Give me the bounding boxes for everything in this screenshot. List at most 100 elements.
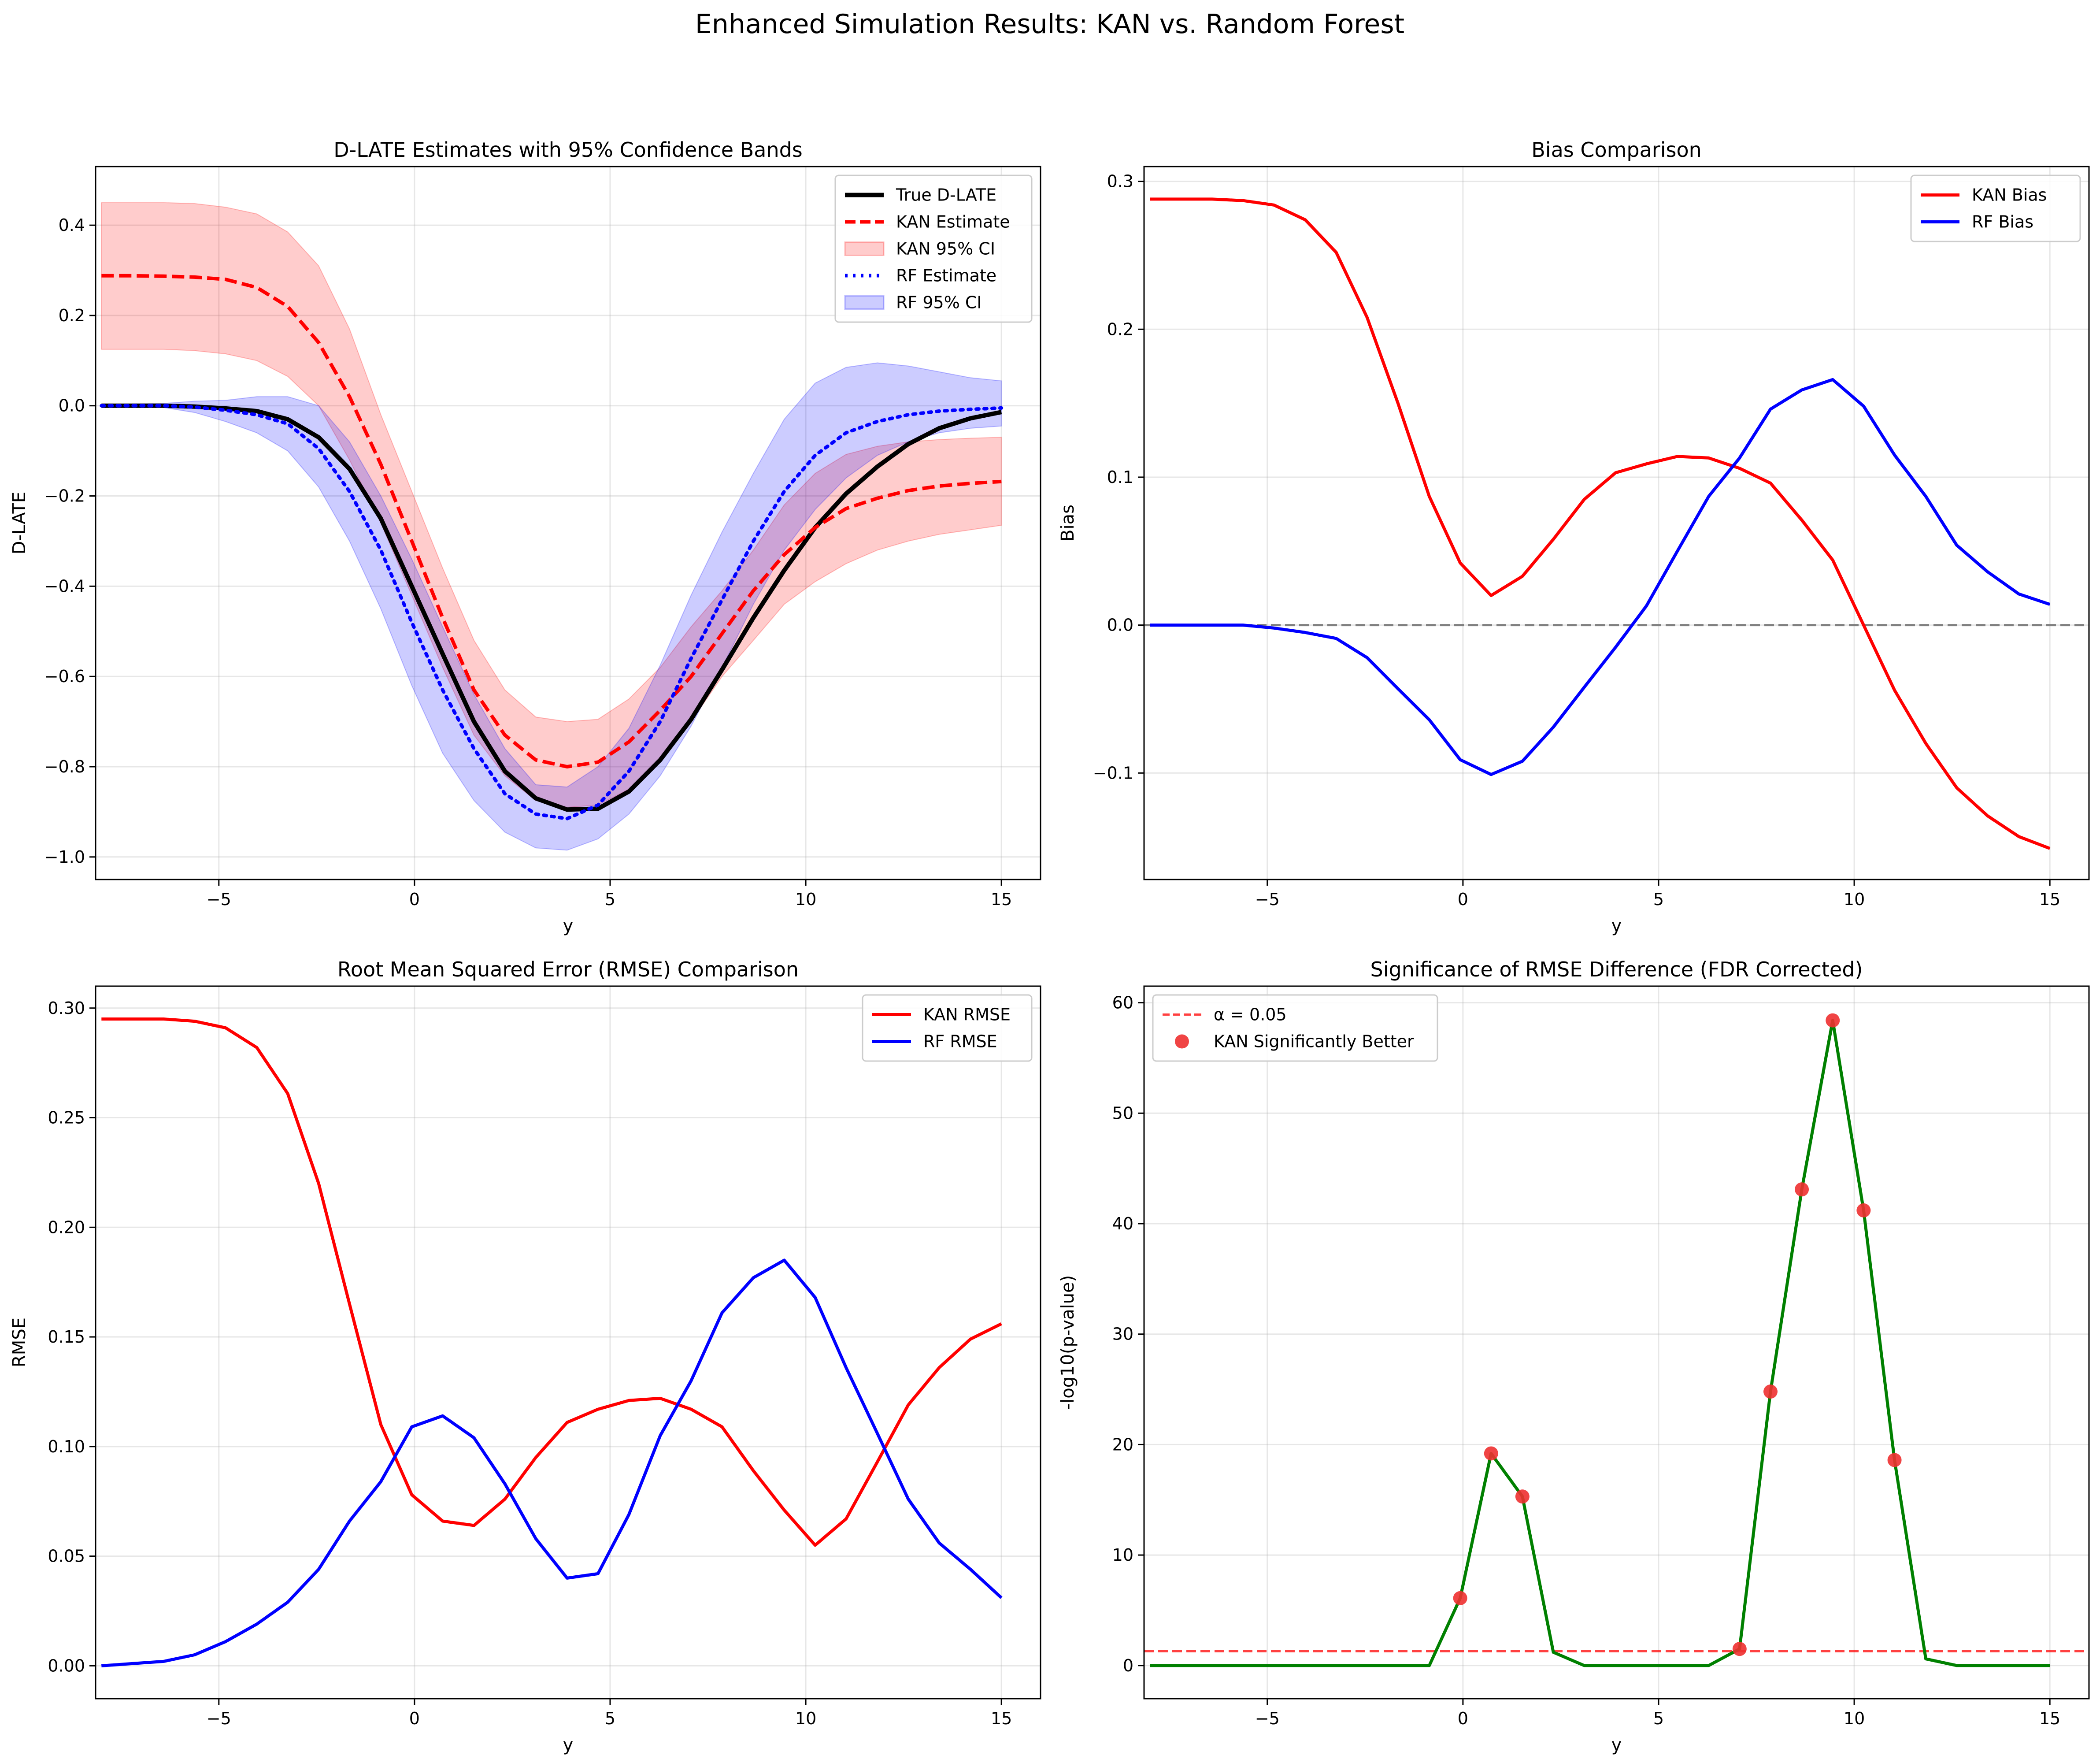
chart-title: Bias Comparison — [1531, 138, 1702, 162]
significant-point — [1826, 1013, 1840, 1028]
legend-label: RF RMSE — [923, 1032, 997, 1051]
x-tick-label: 15 — [991, 1709, 1012, 1728]
legend-label: KAN Bias — [1972, 186, 2047, 205]
legend-label: KAN RMSE — [923, 1005, 1011, 1024]
panel-bias: −5 0 5 10 15 −0.1 0.0 0.1 0.2 0.3 Bias Comparison y… — [1058, 138, 2090, 936]
y-tick-label: −0.1 — [1093, 763, 1133, 783]
y-tick-label: 0.15 — [48, 1327, 85, 1347]
y-tick-label: 0.25 — [48, 1108, 85, 1128]
y-tick-label: 0.2 — [59, 306, 85, 325]
legend-label: KAN Significantly Better — [1214, 1032, 1414, 1051]
y-tick-label: 60 — [1112, 993, 1133, 1013]
y-tick-label: 0.4 — [59, 215, 85, 235]
y-tick-label: 0.0 — [1107, 616, 1133, 635]
x-tick-label: 5 — [605, 1709, 615, 1728]
series-line-kan-rmse — [101, 1017, 1002, 1547]
grid — [96, 986, 1041, 1699]
legend-handle-patch — [844, 241, 885, 256]
panel-significance: −5 0 5 10 15 0 10 20 30 40 50 60 Significance of RMS… — [1058, 958, 2090, 1755]
significant-point — [1484, 1446, 1498, 1461]
y-tick-label: 50 — [1112, 1103, 1133, 1123]
legend: KAN RMSE RF RMSE — [862, 994, 1033, 1062]
significant-point — [1795, 1182, 1809, 1197]
chart-title: D-LATE Estimates with 95% Confidence Ban… — [333, 138, 803, 162]
y-tick-label: 0.0 — [59, 396, 85, 416]
x-tick-label: 0 — [409, 1709, 420, 1728]
y-tick-label: 0.05 — [48, 1547, 85, 1566]
y-tick-label: 0.2 — [1107, 319, 1133, 339]
x-tick-label: 5 — [1653, 890, 1664, 909]
significant-point — [1887, 1453, 1902, 1467]
y-tick-label: 0.1 — [1107, 468, 1133, 487]
x-tick-label: 10 — [795, 890, 816, 909]
series-line-rf-rmse — [101, 1258, 1003, 1667]
x-tick-label: 0 — [409, 890, 420, 909]
figure-suptitle: Enhanced Simulation Results: KAN vs. Ran… — [695, 9, 1404, 40]
x-tick-label: −5 — [207, 890, 231, 909]
series-line-kan-estimate — [101, 274, 1002, 768]
x-tick-label: 5 — [1653, 1709, 1664, 1728]
legend-frame — [1152, 994, 1438, 1062]
legend-label: RF Bias — [1972, 212, 2033, 232]
plot-area — [1144, 1013, 2089, 1667]
y-axis-label: Bias — [1058, 505, 1078, 542]
plot-area — [100, 202, 1004, 851]
x-tick-label: 15 — [2039, 1709, 2060, 1728]
x-tick-label: −5 — [1255, 890, 1280, 909]
x-axis-label: y — [1611, 1735, 1622, 1755]
axes-frame — [1143, 985, 2090, 1700]
x-tick-label: 10 — [795, 1709, 816, 1728]
y-tick-label: 0 — [1123, 1656, 1133, 1675]
legend: KAN Bias RF Bias — [1910, 174, 2081, 242]
legend-handle-dot — [1175, 1034, 1189, 1049]
x-tick-label: 15 — [2039, 890, 2060, 909]
x-axis-label: y — [1611, 916, 1622, 936]
y-tick-label: 40 — [1112, 1214, 1133, 1233]
series-line-kan-bias — [1150, 197, 2051, 850]
series-line-true-d-late — [101, 403, 1002, 812]
y-axis-label: -log10(p-value) — [1058, 1275, 1078, 1410]
y-tick-label: 20 — [1112, 1435, 1133, 1454]
y-tick-label: 0.3 — [1107, 172, 1133, 191]
grid — [1144, 167, 2089, 880]
axes-frame — [95, 985, 1041, 1700]
legend-label: True D-LATE — [896, 186, 996, 205]
legend: α = 0.05 KAN Significantly Better — [1152, 994, 1438, 1062]
y-tick-label: 30 — [1112, 1325, 1133, 1344]
series-line-rf-estimate — [100, 404, 1004, 820]
x-tick-label: −5 — [1255, 1709, 1280, 1728]
x-axis-label: y — [563, 1735, 574, 1755]
series-line-rf-bias — [1150, 378, 2051, 776]
x-tick-label: 5 — [605, 890, 615, 909]
legend-label: α = 0.05 — [1214, 1005, 1287, 1024]
legend-label: KAN Estimate — [896, 212, 1010, 232]
grid — [96, 167, 1041, 880]
panel-rmse: −5 0 5 10 15 0.00 0.05 0.10 0.15 0.20 0.25 0.30 Root… — [9, 958, 1041, 1755]
y-tick-label: −0.4 — [44, 576, 85, 596]
x-tick-label: 15 — [991, 890, 1012, 909]
legend-label: KAN 95% CI — [896, 239, 995, 259]
y-tick-label: 0.00 — [48, 1656, 85, 1675]
y-tick-label: −0.6 — [44, 667, 85, 686]
x-tick-label: 0 — [1458, 890, 1468, 909]
y-axis-label: D-LATE — [9, 492, 30, 554]
chart-title: Root Mean Squared Error (RMSE) Compariso… — [337, 958, 799, 981]
series-line-neglog10-p — [1150, 1019, 2050, 1667]
significant-point — [1763, 1384, 1778, 1399]
y-tick-label: −1.0 — [44, 847, 85, 867]
y-tick-label: 0.20 — [48, 1217, 85, 1237]
panel-dlate: −5 0 5 10 15 −1.0 −0.8 −0.6 −0.4 −0.2 0.0 0.2 0.4 D-L… — [9, 138, 1041, 936]
x-axis-label: y — [563, 916, 574, 936]
significant-point — [1453, 1591, 1467, 1605]
x-tick-label: 10 — [1844, 890, 1865, 909]
y-axis-label: RMSE — [9, 1318, 30, 1367]
x-tick-label: 10 — [1844, 1709, 1865, 1728]
legend: True D-LATE KAN Estimate KAN 95% CI RF Esti… — [834, 174, 1033, 323]
plot-area — [101, 1017, 1003, 1667]
legend-label: RF Estimate — [896, 266, 996, 286]
y-tick-label: 0.30 — [48, 998, 85, 1018]
x-tick-label: −5 — [207, 1709, 231, 1728]
significant-point — [1856, 1203, 1871, 1217]
ci-band-rf — [101, 362, 1002, 851]
